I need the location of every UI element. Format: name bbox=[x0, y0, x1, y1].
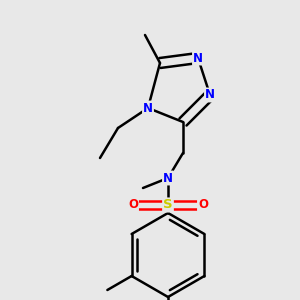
Text: N: N bbox=[193, 52, 203, 64]
Text: N: N bbox=[143, 101, 153, 115]
Text: N: N bbox=[205, 88, 215, 101]
Text: O: O bbox=[128, 199, 138, 212]
Text: O: O bbox=[198, 199, 208, 212]
Text: S: S bbox=[163, 199, 173, 212]
Text: N: N bbox=[163, 172, 173, 184]
